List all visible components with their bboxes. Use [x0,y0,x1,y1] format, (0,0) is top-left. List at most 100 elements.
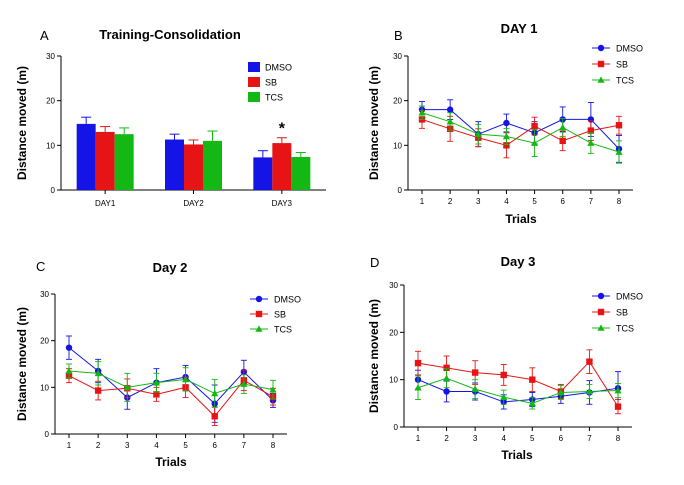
x-tick-label: 3 [476,197,481,206]
series-line-tcs [421,112,620,153]
legend-label: SB [265,78,277,88]
bar-tcs [203,140,222,190]
y-tick-label: 0 [45,430,50,439]
data-point-sb [614,403,622,410]
x-tick-label: DAY1 [95,199,116,208]
data-point-tcs [615,148,623,155]
legend-marker-dmso [255,295,263,303]
legend-marker-tcs [597,324,605,331]
legend-swatch-sb [248,77,260,87]
series-line-dmso [422,109,620,150]
data-point-sb [211,413,218,420]
x-tick-label: 6 [560,197,565,206]
x-tick-label: 8 [617,197,622,206]
y-tick-label: 30 [389,281,398,290]
x-tick-label: DAY2 [183,199,204,208]
series-line-tcs [68,370,274,394]
legend-label: DMSO [616,44,643,54]
panel-letter: B [394,28,403,43]
x-tick-label: 6 [212,441,217,450]
x-tick-label: 5 [530,434,535,443]
x-tick-label: 1 [67,441,72,450]
data-point-tcs [471,385,479,392]
y-tick-label: 0 [394,423,399,432]
bar-sb [95,131,115,190]
data-point-tcs [418,109,426,116]
y-axis-label: Distance moved (m) [367,66,381,180]
legend-label: SB [616,308,628,318]
data-point-tcs [559,123,567,131]
x-tick-label: 2 [448,197,453,206]
x-tick-label: 6 [559,434,564,443]
y-tick-label: 20 [46,97,55,106]
y-tick-label: 30 [40,290,49,299]
chart-title: Day 2 [153,260,188,275]
chart-title: Day 3 [501,254,536,269]
x-tick-label: 3 [473,434,478,443]
panel-letter: A [40,28,49,43]
y-tick-label: 20 [389,328,398,337]
y-tick-label: 30 [393,52,402,61]
data-point-sb [587,127,595,134]
data-point-tcs [240,380,248,387]
data-point-tcs [269,386,277,393]
y-tick-label: 0 [51,186,56,195]
legend-marker-sb [597,308,605,316]
x-tick-label: 8 [616,434,621,443]
x-tick-label: 1 [416,434,421,443]
legend-label: DMSO [265,63,292,73]
x-tick-label: DAY3 [272,199,293,208]
x-axis-label: Trials [155,455,187,469]
data-point-tcs [181,375,190,383]
x-axis-label: Trials [505,212,537,226]
x-tick-label: 1 [420,197,425,206]
x-tick-label: 7 [242,441,247,450]
y-tick-label: 30 [46,52,55,61]
chart-title: DAY 1 [501,21,538,36]
bar-dmso [253,157,273,190]
data-point-sb [531,122,538,130]
x-tick-label: 8 [271,441,276,450]
x-tick-label: 2 [96,441,101,450]
series-line-tcs [417,377,619,404]
legend-marker-dmso [597,44,605,52]
significance-star: * [279,121,286,138]
series-line-sb [417,360,619,407]
data-point-dmso [446,106,454,113]
bar-sb [184,144,203,190]
legend-swatch-tcs [248,92,260,102]
legend-label: TCS [274,325,292,335]
legend-label: TCS [616,76,634,86]
data-point-tcs [502,132,511,140]
legend-marker-sb [597,60,605,68]
bar-dmso [76,123,96,190]
panel-letter: C [36,259,45,274]
y-tick-label: 20 [393,97,402,106]
data-point-tcs [528,399,536,407]
x-tick-label: 4 [504,197,509,206]
x-tick-label: 7 [587,434,592,443]
data-point-tcs [94,369,102,377]
legend-marker-dmso [597,292,605,300]
data-point-sb [414,359,422,367]
data-point-sb [500,371,507,379]
y-axis-label: Distance moved (m) [15,66,29,180]
series-line-sb [68,375,274,418]
x-tick-label: 7 [589,197,594,206]
y-tick-label: 10 [46,141,55,150]
data-point-dmso [443,388,450,395]
y-tick-label: 10 [393,141,402,150]
y-axis-label: Distance moved (m) [367,299,381,413]
legend-label: DMSO [616,292,643,302]
x-tick-label: 2 [444,434,449,443]
legend-label: TCS [616,324,634,334]
panel-letter: D [370,255,379,270]
data-point-tcs [585,387,594,395]
data-point-sb [503,142,510,149]
legend-marker-sb [255,310,263,318]
legend-swatch-dmso [248,62,260,72]
legend-label: SB [274,310,286,320]
data-point-dmso [65,344,73,351]
data-point-tcs [614,386,622,394]
